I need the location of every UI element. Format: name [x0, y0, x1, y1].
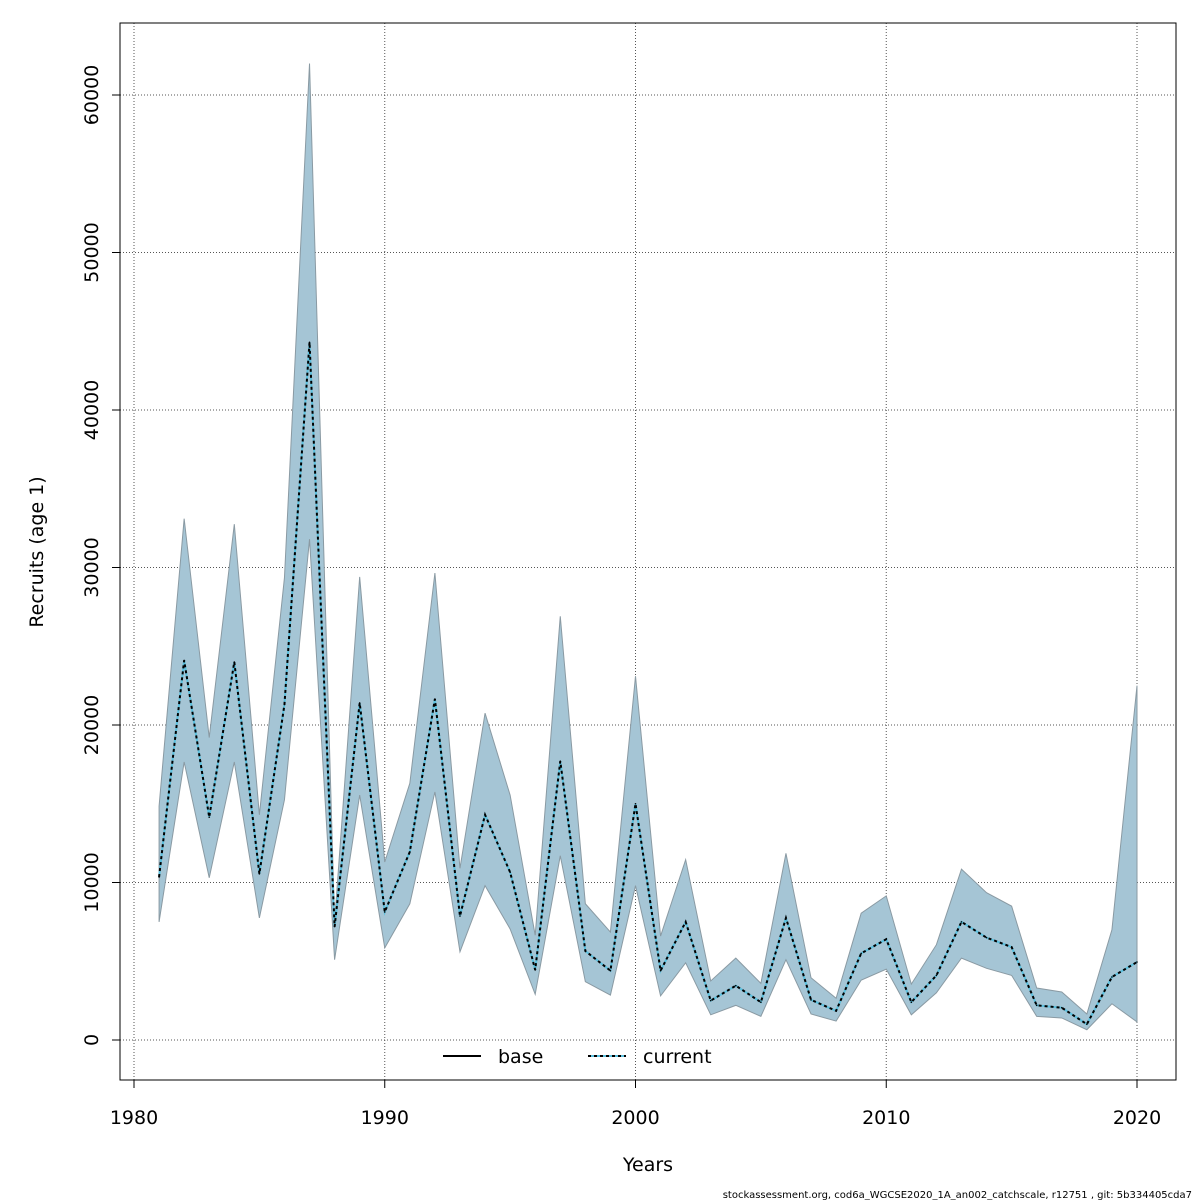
current-point — [308, 341, 311, 344]
x-tick-label: 1980 — [110, 1107, 158, 1129]
x-tick-label: 2000 — [611, 1107, 659, 1129]
current-point — [383, 911, 386, 913]
current-point — [609, 969, 612, 972]
y-tick-label: 40000 — [81, 380, 103, 440]
current-point — [559, 760, 562, 763]
current-point — [584, 950, 587, 952]
x-axis: 1980 1990 2000 2010 2020 — [110, 1080, 1161, 1129]
y-tick-label: 0 — [81, 1034, 103, 1046]
legend-base-label: base — [498, 1046, 543, 1068]
y-tick-label: 10000 — [81, 852, 103, 912]
legend: base current — [443, 1046, 712, 1068]
current-point — [509, 871, 511, 874]
y-tick-label: 30000 — [81, 537, 103, 597]
current-point — [333, 925, 336, 928]
current-point — [283, 703, 286, 706]
x-tick-label: 1990 — [361, 1107, 409, 1129]
current-point — [208, 816, 211, 818]
current-point — [810, 999, 812, 1001]
current-point — [709, 999, 712, 1002]
series-lines — [158, 341, 1138, 1026]
x-tick-label: 2010 — [862, 1107, 910, 1129]
current-point — [484, 813, 486, 816]
current-point — [634, 802, 637, 805]
y-tick-label: 20000 — [81, 695, 103, 755]
x-axis-label: Years — [622, 1154, 673, 1176]
current-line — [158, 342, 1138, 1026]
x-tick-label: 2020 — [1113, 1107, 1161, 1129]
grid — [120, 23, 1176, 1080]
confidence-band-area — [158, 63, 1138, 1031]
y-axis: 0 10000 20000 30000 40000 50000 60000 — [81, 65, 120, 1046]
current-point — [1136, 961, 1138, 963]
current-point — [1086, 1023, 1088, 1026]
footer-credit: stockassessment.org, cod6a_WGCSE2020_1A_… — [723, 1190, 1192, 1200]
confidence-band — [158, 63, 1138, 1031]
current-point — [835, 1010, 837, 1012]
current-point — [534, 969, 536, 971]
current-point — [960, 921, 963, 923]
current-point — [1010, 946, 1013, 948]
current-point — [1060, 1006, 1063, 1009]
current-point — [459, 915, 461, 917]
current-point — [409, 850, 411, 853]
y-axis-label: Recruits (age 1) — [26, 476, 48, 627]
y-tick-label: 50000 — [81, 222, 103, 282]
current-point — [910, 1001, 913, 1003]
current-point — [358, 702, 361, 704]
legend-current-label: current — [643, 1046, 712, 1068]
current-point — [659, 969, 662, 972]
current-point — [434, 698, 436, 700]
current-point — [860, 952, 862, 955]
current-point — [684, 921, 687, 923]
current-point — [785, 917, 787, 919]
plot-frame — [119, 22, 1177, 1081]
current-point — [158, 876, 160, 878]
current-point — [885, 938, 888, 940]
current-point — [1111, 976, 1113, 978]
current-point — [258, 873, 261, 875]
current-point — [985, 936, 988, 939]
y-tick-label: 60000 — [81, 65, 103, 125]
current-point — [183, 659, 185, 662]
current-point — [1035, 1004, 1038, 1007]
current-point — [735, 984, 737, 987]
current-point — [760, 1001, 762, 1003]
current-point — [233, 661, 236, 663]
current-point — [935, 974, 938, 977]
